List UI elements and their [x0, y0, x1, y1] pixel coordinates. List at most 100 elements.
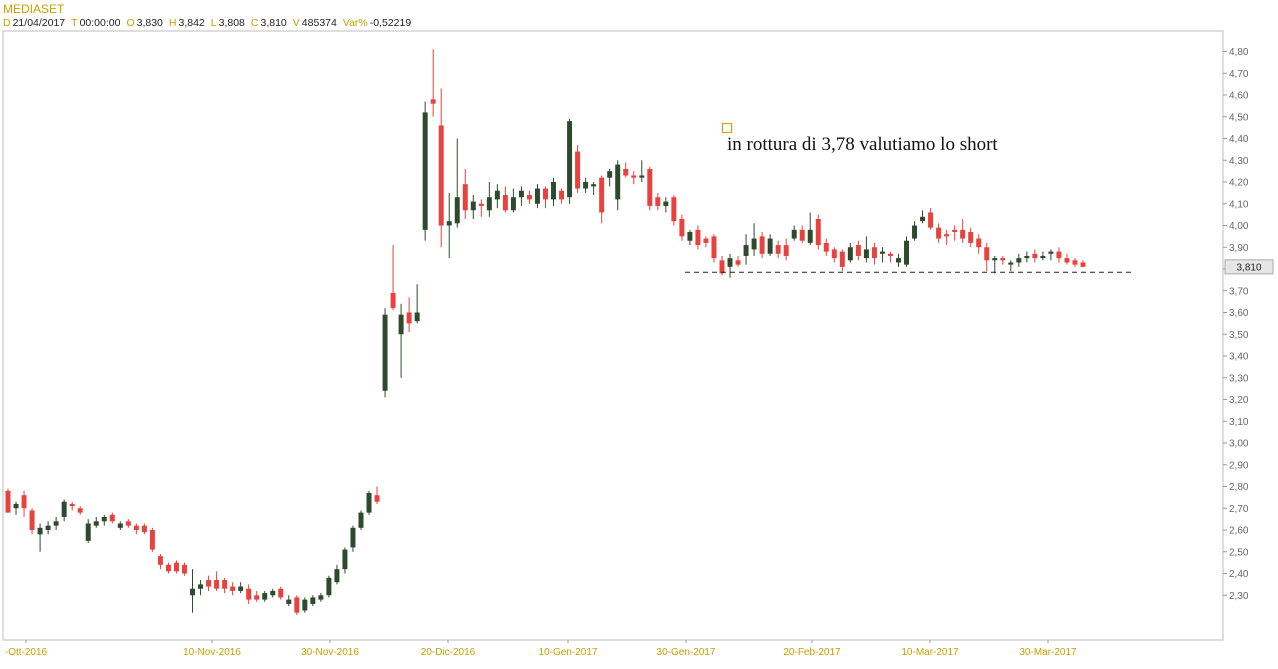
candle-body-down [278, 588, 284, 598]
candle-body-down [968, 232, 974, 243]
candle-body-down [679, 218, 685, 237]
candle-body-up [1040, 255, 1046, 259]
candle-body-down [1000, 258, 1006, 261]
candle-body-up [583, 182, 589, 189]
candle-body-down [839, 251, 845, 267]
candle-body-up [326, 577, 332, 596]
candle-body-up [286, 599, 292, 604]
candle-body-up [53, 521, 59, 526]
candle-body-down [526, 195, 532, 200]
y-tick-label: 4,70 [1229, 69, 1249, 80]
candle-body-up [470, 201, 476, 211]
candle-body-up [414, 312, 420, 322]
candle-body-up [920, 216, 926, 222]
candle-body-up [879, 251, 885, 254]
candle-body-up [13, 503, 19, 509]
candle-body-down [871, 247, 877, 259]
y-tick-label: 3,10 [1229, 417, 1249, 428]
candle-body-down [246, 588, 252, 600]
candle-body-up [494, 190, 500, 200]
candle-body-up [895, 258, 901, 263]
candle-body-down [887, 253, 893, 256]
candle-body-up [486, 197, 492, 211]
x-tick-label: 10-Mar-2017 [901, 647, 959, 658]
info-field-value: 3,842 [178, 17, 205, 29]
plot-frame [2, 30, 1224, 641]
info-field-value: 485374 [301, 17, 337, 29]
y-tick-label: 2,50 [1229, 547, 1249, 558]
candle-body-up [45, 525, 51, 530]
y-tick-label: 3,60 [1229, 308, 1249, 319]
info-field-c: C 3,810 [251, 17, 287, 29]
y-tick-label: 4,60 [1229, 91, 1249, 102]
y-tick-label: 4,40 [1229, 134, 1249, 145]
y-tick-label: 4,00 [1229, 221, 1249, 232]
candle-body-up [1048, 251, 1054, 254]
candle-body-up [422, 112, 428, 230]
candle-body-up [727, 258, 733, 267]
x-tick-label: 20-Dic-2016 [421, 647, 476, 658]
y-tick-label: 4,50 [1229, 112, 1249, 123]
candle-body-up [1016, 258, 1022, 263]
candle-body-down [438, 125, 444, 226]
candle-body-up [904, 240, 909, 265]
candle-body-down [294, 597, 300, 613]
candle-body-down [230, 586, 236, 591]
info-field-t: T 00:00:00 [71, 17, 120, 29]
info-field-o: O 3,830 [126, 17, 162, 29]
candle-body-up [912, 225, 918, 239]
candle-body-down [815, 218, 821, 246]
candle-body-up [190, 588, 196, 596]
candle-body-down [390, 292, 396, 309]
candle-body-up [1008, 262, 1014, 265]
candle-body-down [984, 247, 990, 261]
candle-body-up [639, 175, 645, 178]
candle-body-up [751, 238, 757, 250]
candle-body-up [863, 249, 869, 259]
candle-body-down [182, 564, 187, 574]
x-tick-label: 30-Gen-2017 [657, 647, 716, 658]
y-tick-label: 3,30 [1229, 373, 1249, 384]
info-field-value: 3,810 [260, 17, 287, 29]
info-field-key: O [126, 17, 135, 29]
candle-body-down [799, 229, 805, 241]
candle-body-down [430, 99, 436, 104]
info-field-value: 3,808 [218, 17, 245, 29]
y-tick-label: 3,40 [1229, 352, 1249, 363]
candle-body-down [1080, 262, 1086, 267]
candle-body-down [29, 510, 35, 530]
candle-body-up [607, 171, 613, 178]
candle-body-down [783, 245, 789, 256]
candle-body-down [695, 229, 701, 246]
info-field-key: D [3, 17, 11, 29]
current-price-box [1224, 259, 1274, 275]
x-tick-label: 20-Feb-2017 [783, 647, 841, 658]
x-tick-label: 30-Nov-2016 [301, 647, 359, 658]
candle-body-down [1032, 253, 1038, 259]
info-field-l: L 3,808 [211, 17, 245, 29]
x-tick-label: 30-Mar-2017 [1019, 647, 1077, 658]
x-tick-label: 10-Nov-2016 [183, 647, 241, 658]
candle-body-down [109, 514, 115, 522]
candle-body-down [655, 197, 661, 206]
candle-body-up [807, 229, 813, 243]
candle-body-up [358, 512, 364, 528]
candle-body-up [85, 523, 91, 541]
info-field-key: L [210, 17, 217, 29]
candle-body-up [37, 527, 43, 535]
candle-body-up [350, 527, 356, 548]
candle-body-up [302, 599, 308, 611]
y-tick-label: 3,70 [1229, 286, 1249, 297]
candle-body-down [5, 490, 11, 513]
candle-body-down [222, 580, 228, 589]
candle-body-down [214, 580, 220, 589]
candle-body-down [703, 238, 709, 243]
candle-body-down [462, 184, 468, 211]
candle-body-up [567, 121, 573, 198]
y-tick-label: 2,90 [1229, 460, 1249, 471]
candle-body-down [711, 236, 717, 259]
y-tick-label: 4,80 [1229, 47, 1249, 58]
info-field-value: -0,52219 [369, 17, 412, 29]
y-tick-label: 2,40 [1229, 569, 1249, 580]
candle-body-down [775, 245, 781, 254]
